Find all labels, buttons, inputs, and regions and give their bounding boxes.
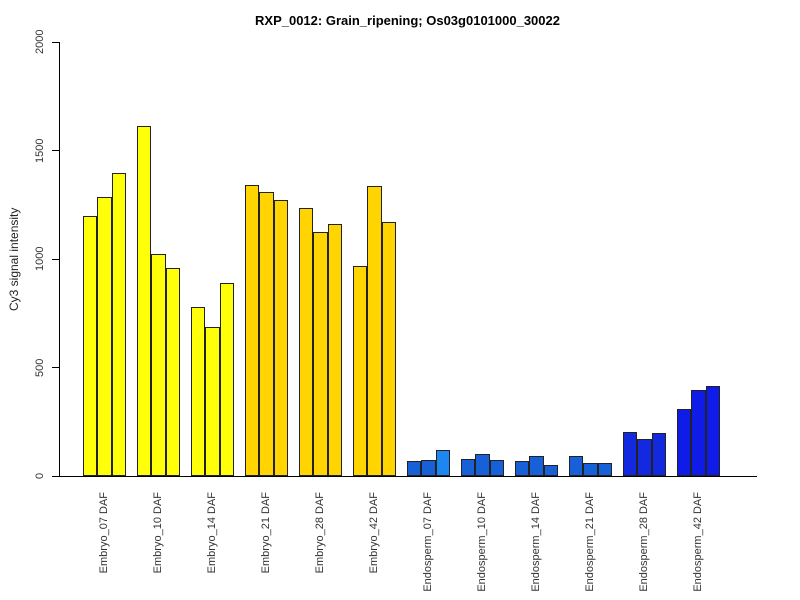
bar — [205, 327, 220, 476]
bar — [515, 461, 530, 476]
bar — [299, 208, 314, 476]
bar — [691, 390, 706, 476]
x-axis-label: Endosperm_14 DAF — [530, 492, 543, 592]
bar — [583, 462, 598, 476]
bar — [623, 431, 638, 476]
bar — [273, 200, 288, 476]
x-axis-label: Embryo_10 DAF — [152, 492, 165, 574]
y-axis-label: Cy3 signal intensity — [7, 207, 21, 311]
bar — [353, 265, 368, 476]
x-axis-label: Endosperm_07 DAF — [422, 492, 435, 592]
x-axis-label: Endosperm_42 DAF — [692, 492, 705, 592]
bar — [597, 463, 612, 476]
x-axis-label: Embryo_07 DAF — [98, 492, 111, 574]
bar — [651, 432, 666, 476]
y-tick-label: 500 — [34, 358, 46, 377]
bar — [165, 267, 180, 476]
y-tick-label: 0 — [34, 472, 46, 480]
bar — [569, 456, 584, 476]
bar — [245, 185, 260, 476]
x-axis-label: Endosperm_10 DAF — [476, 492, 489, 592]
x-axis-label: Embryo_14 DAF — [206, 492, 219, 574]
x-axis-label: Embryo_21 DAF — [260, 492, 273, 574]
bar — [327, 224, 342, 476]
x-axis-label: Endosperm_28 DAF — [638, 492, 651, 592]
bar — [151, 253, 166, 476]
y-tick-label: 1000 — [34, 246, 46, 272]
bar — [407, 460, 422, 476]
y-tick-label: 1500 — [34, 138, 46, 163]
x-axis-label: Embryo_42 DAF — [368, 492, 381, 574]
bar — [529, 456, 544, 476]
bar — [489, 459, 504, 476]
bar — [367, 186, 382, 476]
bar — [191, 306, 206, 476]
bar — [435, 449, 450, 476]
bar — [461, 458, 476, 476]
x-axis-label: Embryo_28 DAF — [314, 492, 327, 574]
bar — [313, 231, 328, 476]
bar — [421, 460, 436, 476]
bar — [219, 282, 234, 476]
bar — [97, 197, 112, 476]
bar — [259, 191, 274, 476]
y-tick-mark — [52, 258, 59, 260]
x-axis-label: Endosperm_21 DAF — [584, 492, 597, 592]
chart-title: RXP_0012: Grain_ripening; Os03g0101000_3… — [255, 13, 560, 28]
y-tick-mark — [52, 41, 59, 43]
bar — [137, 125, 152, 476]
y-tick-label: 2000 — [34, 29, 46, 55]
bar — [111, 173, 126, 476]
y-tick-mark — [52, 475, 59, 477]
bar — [381, 222, 396, 476]
y-tick-mark — [52, 367, 59, 368]
bar — [677, 408, 692, 476]
bar — [83, 215, 98, 476]
bar — [637, 438, 652, 476]
bar — [705, 385, 720, 476]
bar — [475, 454, 490, 476]
plot-area: 0 500 1000 1500 2000 Embryo_07 DAF Embryo_10 D… — [34, 30, 757, 592]
bar — [543, 465, 558, 476]
y-tick-mark — [52, 150, 59, 151]
